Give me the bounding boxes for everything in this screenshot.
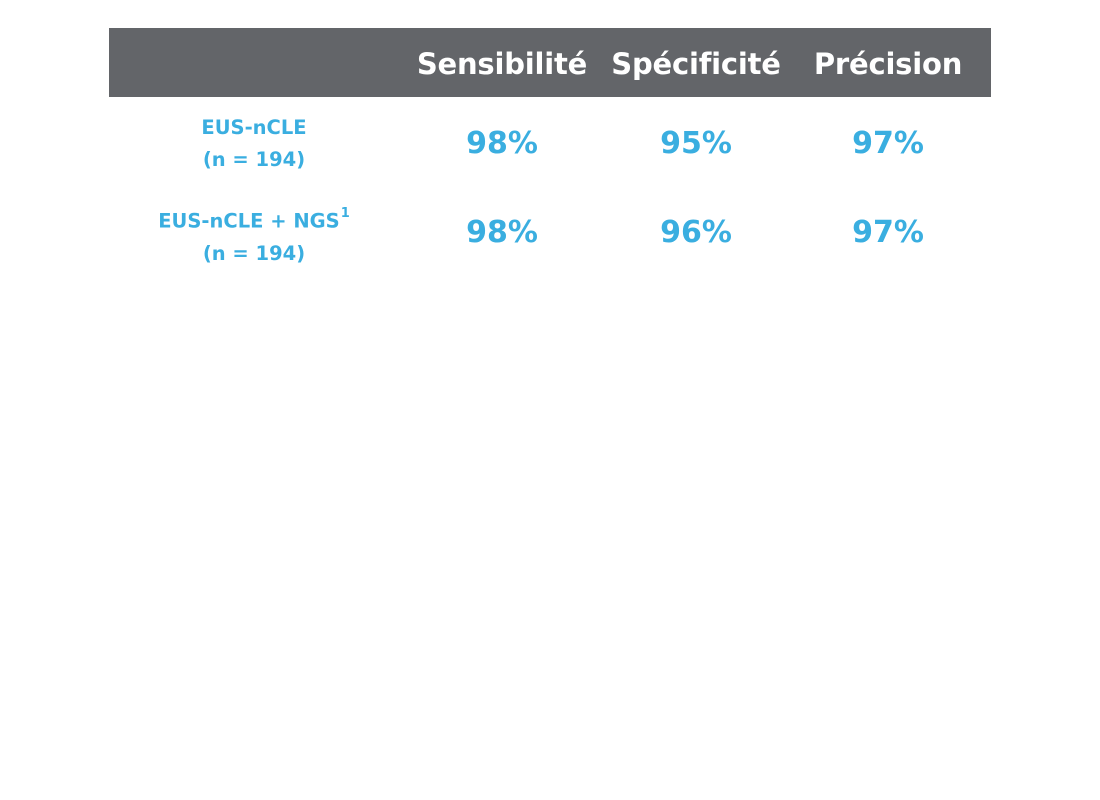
table-row: EUS-nCLE + NGS1 (n = 194) 98% 96% 97% (109, 201, 991, 281)
value-precision: 97% (852, 126, 924, 161)
value-specificity: 96% (660, 215, 732, 250)
row-label: EUS-nCLE + NGS1 (n = 194) (149, 201, 359, 270)
row-label: EUS-nCLE (n = 194) (149, 112, 359, 176)
value-specificity: 95% (660, 126, 732, 161)
row-label-method: EUS-nCLE + NGS (158, 209, 340, 233)
header-precision: Précision (813, 47, 963, 81)
table-header: Sensibilité Spécificité Précision (109, 28, 991, 97)
row-label-method: EUS-nCLE (201, 116, 307, 139)
value-sensitivity: 98% (466, 215, 538, 250)
header-sensitivity: Sensibilité (416, 47, 588, 81)
value-sensitivity: 98% (466, 126, 538, 161)
results-table: Sensibilité Spécificité Précision EUS-nC… (109, 28, 991, 265)
header-specificity: Spécificité (611, 47, 781, 81)
row-label-count: (n = 194) (202, 148, 306, 171)
table-row: EUS-nCLE (n = 194) 98% 95% 97% (109, 112, 991, 192)
row-label-count: (n = 194) (202, 241, 306, 265)
footnote-marker: 1 (340, 206, 350, 221)
value-precision: 97% (852, 215, 924, 250)
